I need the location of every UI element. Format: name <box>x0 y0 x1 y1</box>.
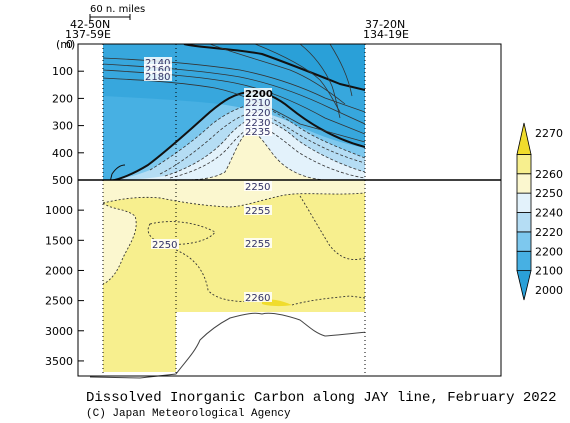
contour-label: 2220 <box>245 108 270 119</box>
scale-bar-label: 60 n. miles <box>90 4 145 15</box>
colorbar-label: 2100 <box>535 265 563 278</box>
colorbar-segment <box>516 173 532 194</box>
contour-label: 2255 <box>245 206 270 217</box>
colorbar-label: 2220 <box>535 226 563 239</box>
contour-label: 2250 <box>152 240 177 251</box>
y-tick-label: 300 <box>52 120 73 133</box>
lower-fill-2255 <box>103 180 365 372</box>
colorbar: 2000 2100 2200 2220 2240 2250 2260 2270 <box>516 122 563 301</box>
contour-label: 2250 <box>245 182 270 193</box>
contour-label: 2260 <box>245 293 270 304</box>
right-station-lat: 37-20N <box>365 18 405 31</box>
contour-label: 2200 <box>245 89 273 100</box>
seafloor-blank <box>103 312 365 376</box>
colorbar-segment <box>516 122 532 155</box>
y-tick-label: 2500 <box>45 295 73 308</box>
station-lines <box>102 44 366 376</box>
lower-fill-2250-upper <box>103 180 365 207</box>
contour-label: 2255 <box>245 239 270 250</box>
station-header: 60 n. miles 42-50N 137-59E 37-20N 134-19… <box>65 4 409 41</box>
y-tick-label: 100 <box>52 65 73 78</box>
y-tick-label: 1000 <box>45 204 73 217</box>
colorbar-segment <box>516 250 532 272</box>
chart-credit: (C) Japan Meteorological Agency <box>86 408 291 420</box>
no-data-region <box>365 44 501 376</box>
colorbar-label: 2270 <box>535 127 563 140</box>
contour-label: 2180 <box>145 72 170 83</box>
right-station-lon: 134-19E <box>363 28 409 41</box>
y-tick-label: 2000 <box>45 264 73 277</box>
colorbar-label: 2260 <box>535 168 563 181</box>
colorbar-label: 2200 <box>535 245 563 258</box>
left-station-lat: 42-50N <box>70 18 110 31</box>
y-tick-label: 3500 <box>45 355 73 368</box>
y-tick-label: 400 <box>52 147 73 160</box>
contour-label: 2140 <box>145 58 170 69</box>
colorbar-label: 2240 <box>535 207 563 220</box>
y-tick-label: 500 <box>52 174 73 187</box>
colorbar-label: 2000 <box>535 284 563 297</box>
colorbar-segment <box>516 231 532 252</box>
contour-label: 2230 <box>245 118 270 129</box>
y-axis-label: (m) <box>56 38 75 51</box>
y-axis: 0 100 200 300 400 500 1000 1500 2000 2500 3000 3500 <box>45 38 84 368</box>
lower-panel <box>89 180 386 379</box>
chart-title: Dissolved Inorganic Carbon along JAY lin… <box>86 390 556 406</box>
y-tick-label: 0 <box>66 38 73 51</box>
seafloor-line <box>89 307 386 379</box>
colorbar-segment <box>516 212 532 233</box>
y-tick-label: 200 <box>52 92 73 105</box>
colorbar-segment <box>516 192 532 213</box>
colorbar-segment <box>516 270 532 301</box>
contour-label: 2160 <box>145 65 170 76</box>
colorbar-segment <box>516 153 532 175</box>
left-station-lon: 137-59E <box>65 28 111 41</box>
contour-label: 2210 <box>245 98 270 109</box>
contour-label: 2235 <box>245 127 270 138</box>
y-tick-label: 1500 <box>45 234 73 247</box>
y-tick-label: 3000 <box>45 325 73 338</box>
lower-fill-2250-left <box>103 203 137 284</box>
colorbar-label: 2250 <box>535 187 563 200</box>
upper-panel <box>103 44 365 180</box>
